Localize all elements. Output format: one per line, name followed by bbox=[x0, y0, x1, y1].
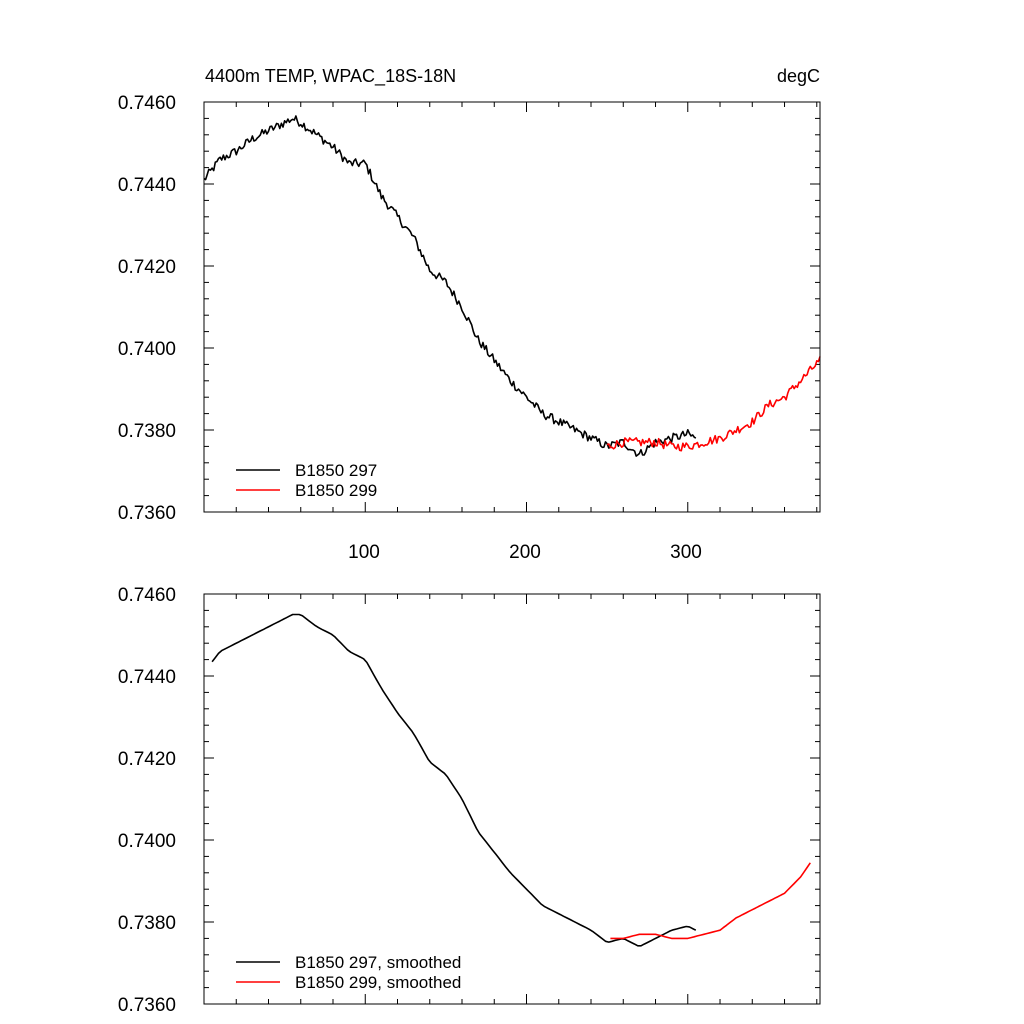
plot-frame bbox=[203, 593, 821, 1005]
units-label: degC bbox=[777, 66, 820, 86]
y-tick-label: 0.7360 bbox=[118, 503, 176, 524]
x-tick-label: 200 bbox=[509, 542, 541, 563]
y-tick-label: 0.7420 bbox=[118, 257, 176, 278]
legend: B1850 297 B1850 299 bbox=[236, 461, 377, 500]
y-tick-label: 0.7460 bbox=[118, 93, 176, 114]
series-line-black bbox=[203, 115, 697, 457]
y-tick-label: 0.7420 bbox=[118, 749, 176, 770]
axis-ticks bbox=[204, 593, 820, 1005]
series-group bbox=[211, 613, 811, 947]
x-tick-labels: 100 200 300 bbox=[348, 542, 702, 563]
y-tick-labels: 0.7460 0.7440 0.7420 0.7400 0.7380 0.736… bbox=[118, 585, 176, 1016]
y-tick-label: 0.7380 bbox=[118, 913, 176, 934]
y-tick-label: 0.7400 bbox=[118, 339, 176, 360]
legend-label: B1850 297 bbox=[295, 461, 377, 480]
x-tick-label: 100 bbox=[348, 542, 380, 563]
chart-panel-bottom: 0.7460 0.7440 0.7420 0.7400 0.7380 0.736… bbox=[118, 585, 821, 1016]
legend-label: B1850 299, smoothed bbox=[295, 973, 461, 992]
series-line-red bbox=[606, 356, 821, 452]
legend-label: B1850 297, smoothed bbox=[295, 953, 461, 972]
y-tick-label: 0.7440 bbox=[118, 175, 176, 196]
y-tick-label: 0.7460 bbox=[118, 585, 176, 606]
y-tick-label: 0.7400 bbox=[118, 831, 176, 852]
y-tick-label: 0.7360 bbox=[118, 995, 176, 1016]
y-tick-label: 0.7380 bbox=[118, 421, 176, 442]
y-tick-labels: 0.7460 0.7440 0.7420 0.7400 0.7380 0.736… bbox=[118, 93, 176, 524]
series-line-black bbox=[211, 613, 697, 947]
series-line-red bbox=[610, 862, 811, 940]
x-tick-label: 300 bbox=[670, 542, 702, 563]
legend: B1850 297, smoothed B1850 299, smoothed bbox=[236, 953, 461, 992]
series-group bbox=[203, 115, 821, 457]
legend-label: B1850 299 bbox=[295, 481, 377, 500]
chart-panel-top: 4400m TEMP, WPAC_18S-18N degC 0.7460 0.7… bbox=[118, 66, 821, 563]
chart-title: 4400m TEMP, WPAC_18S-18N bbox=[205, 66, 456, 87]
plot-frame bbox=[203, 101, 821, 513]
y-tick-label: 0.7440 bbox=[118, 667, 176, 688]
axis-ticks bbox=[204, 101, 820, 513]
